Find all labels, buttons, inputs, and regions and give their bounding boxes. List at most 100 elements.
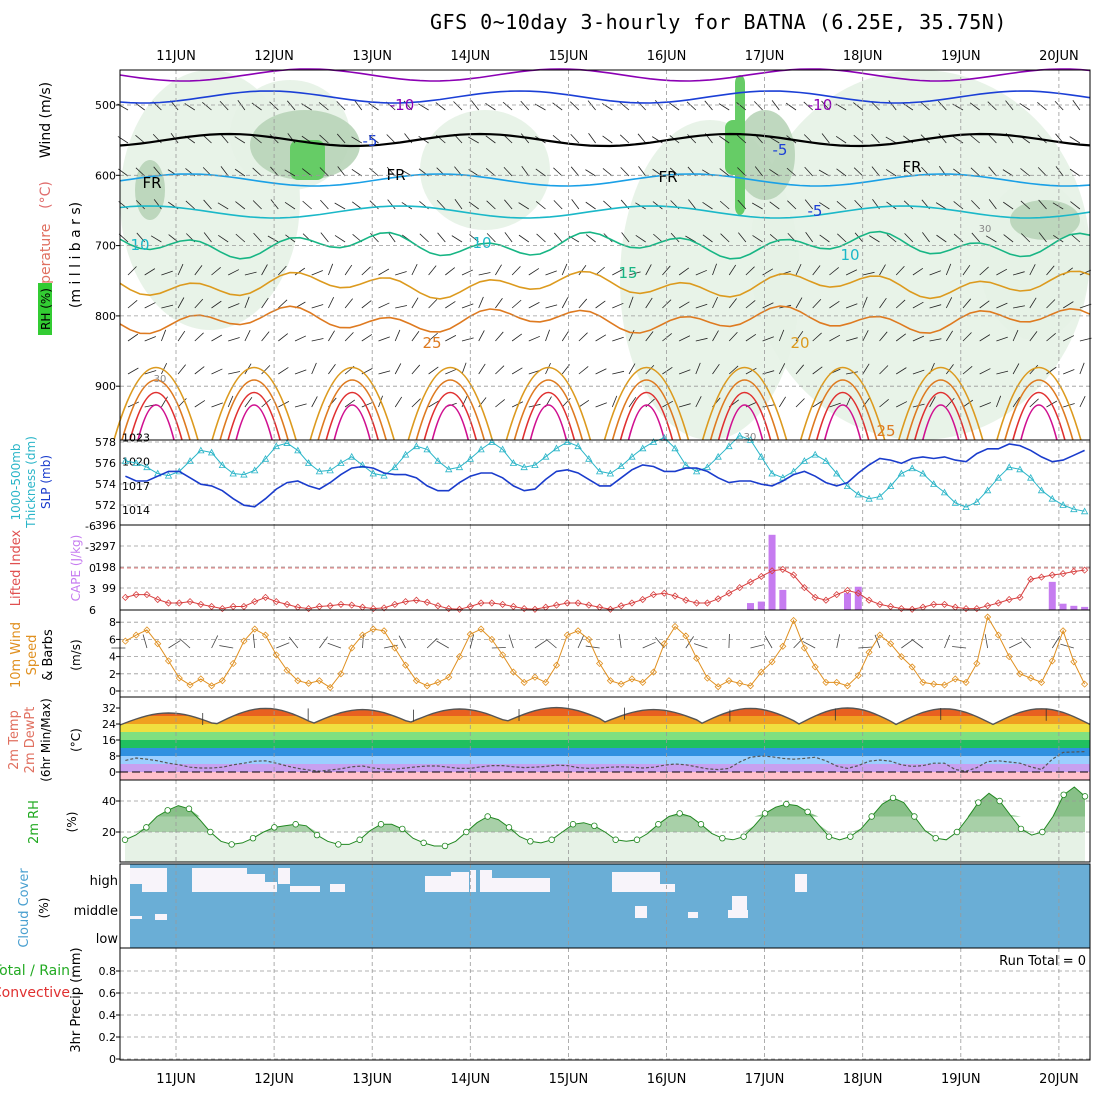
wind-barb [244,296,250,309]
thickness-tick-label: 572 [95,499,116,512]
wind-barb [829,300,840,309]
wind-barb [344,399,356,408]
wind-barb [585,201,596,210]
pressure-tick-label: 600 [95,169,116,182]
rh2m-point [356,836,363,843]
lifted-index-axis-label: Lifted Index [9,529,24,606]
lifted-index-point [660,589,668,597]
wind-barb [495,298,503,309]
thickness-point [1005,463,1013,471]
wind10m-barb [179,638,191,649]
temp2m-tick-label: 16 [102,734,116,747]
lifted-index-point [1037,573,1046,581]
wind-barb [1029,264,1036,276]
wind-barb [318,102,329,111]
wind-barb [336,133,346,144]
wind10m-barb [508,634,514,649]
wind-barb [655,100,663,111]
wind-barb [378,268,390,276]
wind-barb [368,135,379,144]
thickness-point [240,470,248,478]
wind-speed-tick-label: 0 [109,685,116,698]
wind-barb [478,330,485,342]
wind-speed-point [887,640,895,648]
wind10m-barb [398,635,406,649]
wind-barb [369,167,379,177]
wind-barb [695,269,708,276]
chart-title: GFS 0~10day 3-hourly for BATNA (6.25E, 3… [430,10,1007,34]
rh2m-point [911,813,918,820]
wind-barb [945,330,953,342]
lifted-index-point [1059,570,1067,578]
date-label-top: 13JUN [352,49,392,64]
wind-barb [150,235,162,243]
wind-speed-point [800,644,808,652]
rh2m-point [420,839,427,847]
wind-barb [1072,100,1081,111]
wind-barb [1046,299,1056,309]
wind-barb [719,168,730,177]
wind-barb [361,401,374,408]
wind-barb [228,269,240,276]
wind-speed-point [261,631,270,639]
wind-barb [468,136,479,144]
rh-shading-dark [1010,200,1080,240]
temperature-arc [799,366,886,441]
thickness-point [143,463,151,471]
wind-barb [695,396,702,408]
wind-barb [284,201,296,210]
thickness-point [207,448,216,456]
wind10m-barb [1008,641,1022,649]
rh2m-point [164,807,171,814]
wind-barb [996,268,1008,276]
lifted-index-point [994,599,1002,607]
wind10m-barb [764,635,773,649]
wind-barb [904,233,914,243]
wind10m-barb [984,634,989,649]
lifted-index-point [175,599,183,607]
lifted-index-point [854,589,862,597]
wind-barb [1029,398,1039,408]
wind-barb [211,368,223,375]
wind-barb [528,335,541,342]
contour-label: -5 [808,202,823,220]
wind-barb [645,297,653,309]
temp-color-band [120,764,1090,772]
wind-barb [903,167,914,177]
wind-barb [234,136,246,144]
precip-axis-label: 3hr Precip (mm) [69,947,84,1052]
wind-barb [334,202,346,210]
cape-bar [844,593,851,610]
wind-barb [688,199,697,210]
lifted-index-point [261,593,270,601]
wind-barb [451,235,463,243]
cloud-gap [480,870,492,892]
rh2m-point [847,833,854,840]
wind10m-axis-label: 10m Wind [9,622,24,688]
cloud-gap [425,876,451,892]
wind-barb [294,369,307,375]
wind-barb [552,102,563,111]
rh2m-unit-label: (%) [65,812,79,833]
wind-speed-point [660,640,668,648]
wind10m-barb [469,634,475,649]
wind-barb [301,168,312,177]
slp-tick-label: 1023 [122,432,150,445]
wind-barb [862,271,875,276]
wind-barb [570,166,580,177]
wind-barb [334,235,346,243]
wind-speed-point [509,668,517,676]
wind-barb [829,334,841,342]
thickness-point [703,463,712,471]
precip-tick-label: 0.8 [99,965,117,978]
wind10m-barb [219,645,234,649]
wind-barb [228,337,240,342]
wind-barb [804,199,814,210]
contour-label: 10 [472,234,491,252]
wind-barb [261,365,271,375]
temp-color-band [120,740,1090,748]
lifted-index-point [725,589,733,597]
wind-barb [454,199,463,210]
rh2m-point [228,841,235,848]
wind-barb [769,201,780,210]
